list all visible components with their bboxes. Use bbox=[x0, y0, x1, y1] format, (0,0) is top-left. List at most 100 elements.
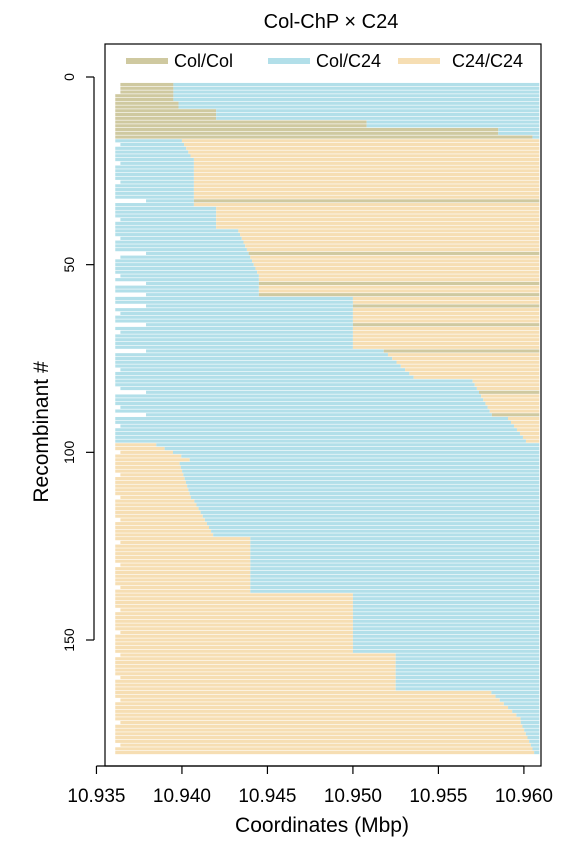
bar-colc24 bbox=[173, 86, 540, 90]
bar-colc24 bbox=[200, 510, 540, 514]
bar-c24c24 bbox=[120, 495, 191, 499]
bar-colc24 bbox=[115, 416, 509, 421]
bar-colc24 bbox=[190, 495, 540, 499]
bar-colc24 bbox=[525, 732, 540, 736]
bar-colc24 bbox=[250, 570, 540, 575]
y-tick-label: 150 bbox=[61, 628, 77, 652]
bar-colc24 bbox=[115, 278, 259, 282]
bar-colc24 bbox=[115, 233, 241, 237]
bar-colc24 bbox=[115, 353, 388, 357]
bar-c24c24 bbox=[487, 405, 540, 409]
bar-colc24 bbox=[395, 675, 540, 680]
bar-colc24 bbox=[508, 705, 540, 710]
legend: Col/Col Col/C24 C24/C24 bbox=[120, 49, 536, 73]
bar-c24c24 bbox=[186, 146, 540, 150]
bar-c24c24 bbox=[115, 529, 212, 533]
bar-colc24 bbox=[250, 559, 540, 563]
bar-c24c24 bbox=[115, 454, 182, 458]
bar-colc24 bbox=[202, 514, 540, 518]
bar-colc24 bbox=[250, 552, 540, 556]
bar-colcol bbox=[115, 97, 174, 102]
bar-c24c24 bbox=[115, 627, 353, 631]
bar-c24c24 bbox=[508, 416, 540, 421]
x-tick-label: 10.940 bbox=[153, 786, 211, 807]
legend-label: C24/C24 bbox=[452, 51, 523, 71]
bar-colc24 bbox=[115, 375, 414, 379]
bar-c24c24 bbox=[120, 743, 531, 747]
bar-colc24 bbox=[183, 473, 540, 477]
bar-colc24 bbox=[250, 544, 540, 548]
bar-c24c24 bbox=[193, 184, 540, 188]
x-tick-label: 10.945 bbox=[238, 786, 296, 807]
legend-label: Col/Col bbox=[174, 51, 233, 71]
bar-c24c24 bbox=[115, 672, 396, 676]
bar-colcol bbox=[115, 105, 179, 109]
bar-colc24 bbox=[352, 627, 540, 631]
bar-colc24 bbox=[250, 585, 540, 590]
bar-c24c24 bbox=[115, 552, 251, 556]
bar-colc24 bbox=[395, 679, 540, 683]
bar-c24c24 bbox=[120, 473, 184, 477]
bar-colc24 bbox=[115, 394, 482, 398]
bar-colc24 bbox=[206, 522, 540, 526]
bar-colc24 bbox=[115, 263, 254, 267]
bar-colc24 bbox=[395, 687, 540, 691]
bar-colc24 bbox=[352, 649, 540, 653]
bar-colcol bbox=[258, 281, 540, 286]
bar-c24c24 bbox=[120, 698, 500, 702]
bar-colc24 bbox=[204, 518, 540, 522]
bar-c24c24 bbox=[193, 173, 540, 177]
bar-colc24 bbox=[187, 484, 540, 488]
bar-colc24 bbox=[120, 142, 185, 147]
bar-c24c24 bbox=[115, 728, 525, 732]
x-axis-label: Coordinates (Mbp) bbox=[235, 814, 409, 837]
chart-title: Col-ChP × C24 bbox=[264, 11, 399, 33]
bar-colc24 bbox=[115, 244, 246, 248]
bar-colcol bbox=[115, 131, 499, 135]
bar-colc24 bbox=[185, 480, 540, 484]
bar-c24c24 bbox=[352, 315, 540, 319]
bar-colc24 bbox=[352, 638, 540, 642]
bar-colcol bbox=[120, 90, 174, 94]
bar-colc24 bbox=[115, 420, 511, 424]
bar-colc24 bbox=[115, 240, 244, 244]
bar-c24c24 bbox=[115, 736, 528, 740]
bar-c24c24 bbox=[400, 364, 540, 368]
bar-c24c24 bbox=[481, 394, 540, 398]
bar-c24c24 bbox=[216, 206, 540, 210]
bar-colc24 bbox=[115, 334, 353, 338]
bar-colc24 bbox=[115, 184, 194, 188]
x-tick-label: 10.960 bbox=[495, 786, 553, 807]
bar-colcol bbox=[115, 135, 533, 139]
bar-c24c24 bbox=[246, 248, 540, 252]
bar-c24c24 bbox=[115, 462, 180, 466]
bar-colc24 bbox=[352, 600, 540, 605]
bar-colc24 bbox=[120, 161, 194, 165]
bar-colc24 bbox=[115, 266, 256, 270]
bar-colc24 bbox=[395, 657, 540, 661]
x-tick-label: 10.955 bbox=[409, 786, 467, 807]
bar-colc24 bbox=[179, 462, 540, 466]
bar-c24c24 bbox=[115, 687, 396, 691]
bar-colc24 bbox=[196, 503, 540, 507]
bar-c24c24 bbox=[115, 702, 504, 706]
bar-colc24 bbox=[115, 173, 194, 177]
bar-c24c24 bbox=[193, 203, 540, 207]
bar-c24c24 bbox=[519, 431, 540, 436]
bar-c24c24 bbox=[489, 409, 540, 413]
bar-c24c24 bbox=[258, 278, 540, 282]
bar-c24c24 bbox=[115, 668, 396, 672]
bar-colcol bbox=[115, 101, 179, 105]
bar-c24c24 bbox=[115, 694, 496, 698]
bar-c24c24 bbox=[115, 645, 353, 650]
bar-c24c24 bbox=[120, 653, 396, 657]
bar-colc24 bbox=[115, 203, 194, 207]
bar-colcol bbox=[383, 349, 540, 353]
bar-colc24 bbox=[115, 248, 247, 252]
bar-colc24 bbox=[115, 206, 217, 210]
bar-c24c24 bbox=[115, 525, 210, 529]
bar-c24c24 bbox=[193, 195, 540, 199]
y-axis-label: Recombinant # bbox=[30, 361, 53, 503]
bar-c24c24 bbox=[522, 435, 540, 439]
bar-c24c24 bbox=[115, 713, 517, 717]
